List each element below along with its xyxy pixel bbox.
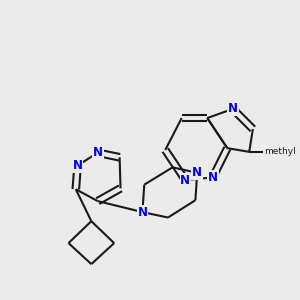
Text: N: N	[93, 146, 103, 159]
Text: methyl: methyl	[264, 147, 296, 156]
Text: N: N	[228, 102, 238, 116]
Text: N: N	[192, 166, 202, 179]
Text: N: N	[137, 206, 147, 219]
Text: N: N	[73, 159, 82, 172]
Text: N: N	[180, 174, 190, 187]
Text: N: N	[208, 171, 218, 184]
